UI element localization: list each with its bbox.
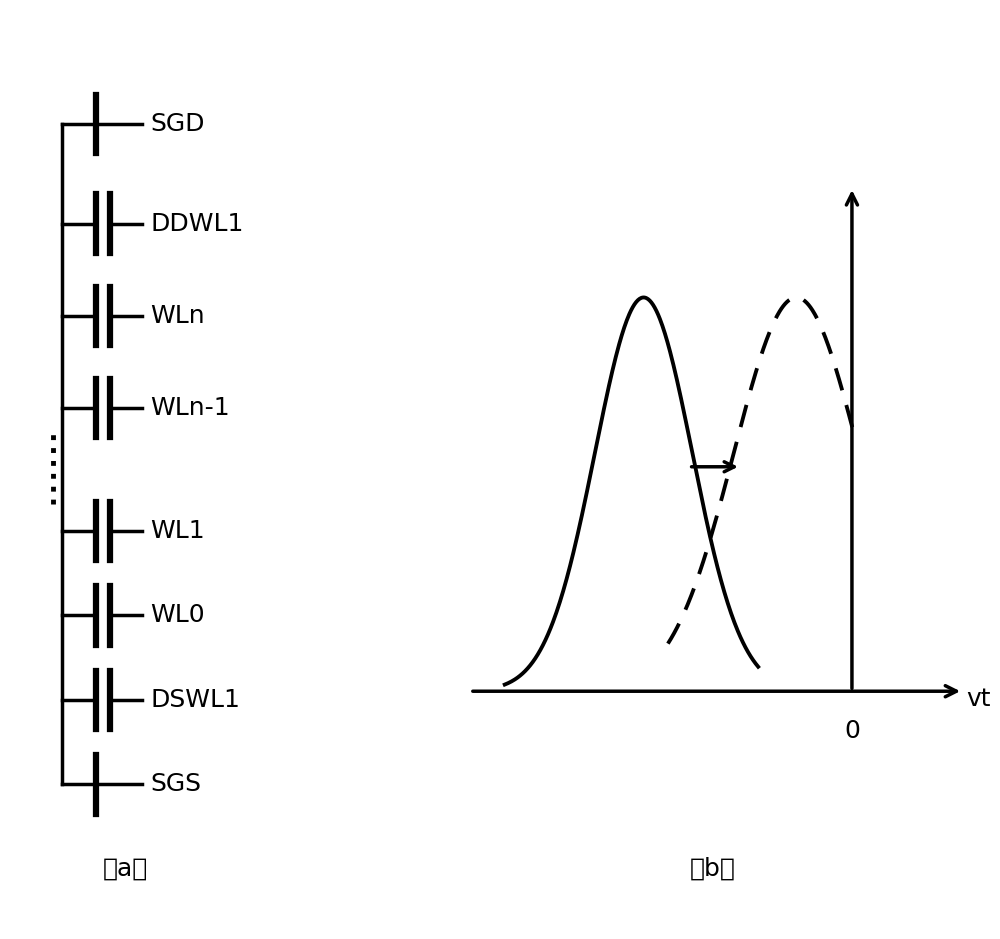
Text: vt: vt (967, 687, 991, 711)
Text: SGD: SGD (150, 112, 205, 136)
Text: WL0: WL0 (150, 604, 205, 627)
Text: （a）: （a） (102, 857, 148, 881)
Text: WLn-1: WLn-1 (150, 396, 230, 420)
Text: （b）: （b） (690, 856, 736, 881)
Text: 0: 0 (844, 718, 860, 743)
Text: DSWL1: DSWL1 (150, 688, 240, 712)
Text: SGS: SGS (150, 773, 201, 796)
Text: WL1: WL1 (150, 519, 205, 543)
Text: WLn: WLn (150, 304, 205, 328)
Text: DDWL1: DDWL1 (150, 211, 244, 236)
